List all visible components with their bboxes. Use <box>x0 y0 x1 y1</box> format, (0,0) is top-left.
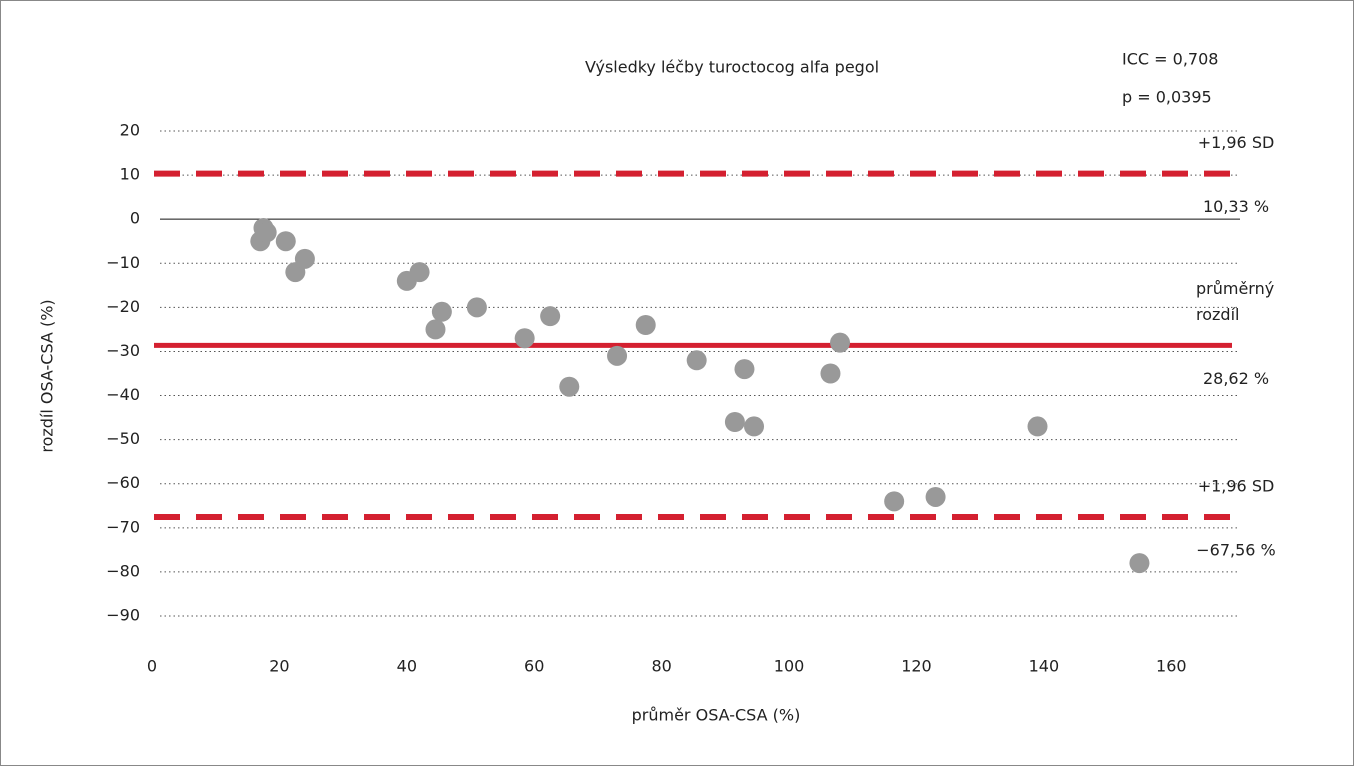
reference-name: rozdíl <box>1196 305 1239 324</box>
point <box>466 297 487 318</box>
annotation: ICC = 0,708 <box>1122 50 1218 69</box>
point <box>734 359 755 380</box>
point <box>744 416 765 437</box>
point <box>256 222 277 243</box>
x-tick-label: 20 <box>269 657 289 676</box>
point <box>925 486 946 507</box>
y-axis-label: rozdíl OSA-CSA (%) <box>38 299 57 452</box>
x-axis-label: průměr OSA-CSA (%) <box>632 706 801 725</box>
y-tick-label: −80 <box>106 561 140 580</box>
chart-title: Výsledky léčby turoctocog alfa pegol <box>585 58 879 77</box>
point <box>294 248 315 269</box>
y-tick-label: −20 <box>106 297 140 316</box>
reference-name: +1,96 SD <box>1198 477 1275 496</box>
x-tick-label: 80 <box>651 657 671 676</box>
y-tick-label: 10 <box>120 165 140 184</box>
point <box>431 301 452 322</box>
point <box>559 376 580 397</box>
x-tick-label: 40 <box>397 657 417 676</box>
point <box>884 491 905 512</box>
reference-label: −67,56 % <box>1196 541 1276 560</box>
y-tick-label: −10 <box>106 253 140 272</box>
annotation: p = 0,0395 <box>1122 88 1212 107</box>
point <box>409 262 430 283</box>
y-tick-label: 20 <box>120 121 140 140</box>
point <box>1129 553 1150 574</box>
x-tick-label: 60 <box>524 657 544 676</box>
reference-name: průměrný <box>1196 279 1274 298</box>
y-tick-label: 0 <box>130 209 140 228</box>
point <box>724 412 745 432</box>
x-tick-label: 120 <box>901 657 932 676</box>
point <box>830 332 851 353</box>
x-tick-label: 140 <box>1029 657 1060 676</box>
point <box>275 231 296 252</box>
point <box>607 345 628 366</box>
x-tick-label: 160 <box>1156 657 1187 676</box>
y-tick-label: −40 <box>106 385 140 404</box>
point <box>540 306 561 327</box>
point <box>1027 416 1048 437</box>
reference-label: 10,33 % <box>1203 197 1269 216</box>
point <box>514 328 535 349</box>
reference-name: +1,96 SD <box>1198 133 1275 152</box>
y-tick-label: −60 <box>106 473 140 492</box>
point <box>820 363 841 384</box>
y-tick-label: −90 <box>106 606 140 625</box>
y-tick-label: −70 <box>106 517 140 536</box>
point <box>425 319 446 340</box>
point <box>686 350 707 371</box>
x-tick-label: 0 <box>147 657 157 676</box>
reference-label: 28,62 % <box>1203 369 1269 388</box>
x-tick-label: 100 <box>774 657 805 676</box>
point <box>635 315 656 335</box>
y-tick-label: −30 <box>106 341 140 360</box>
y-tick-label: −50 <box>106 429 140 448</box>
